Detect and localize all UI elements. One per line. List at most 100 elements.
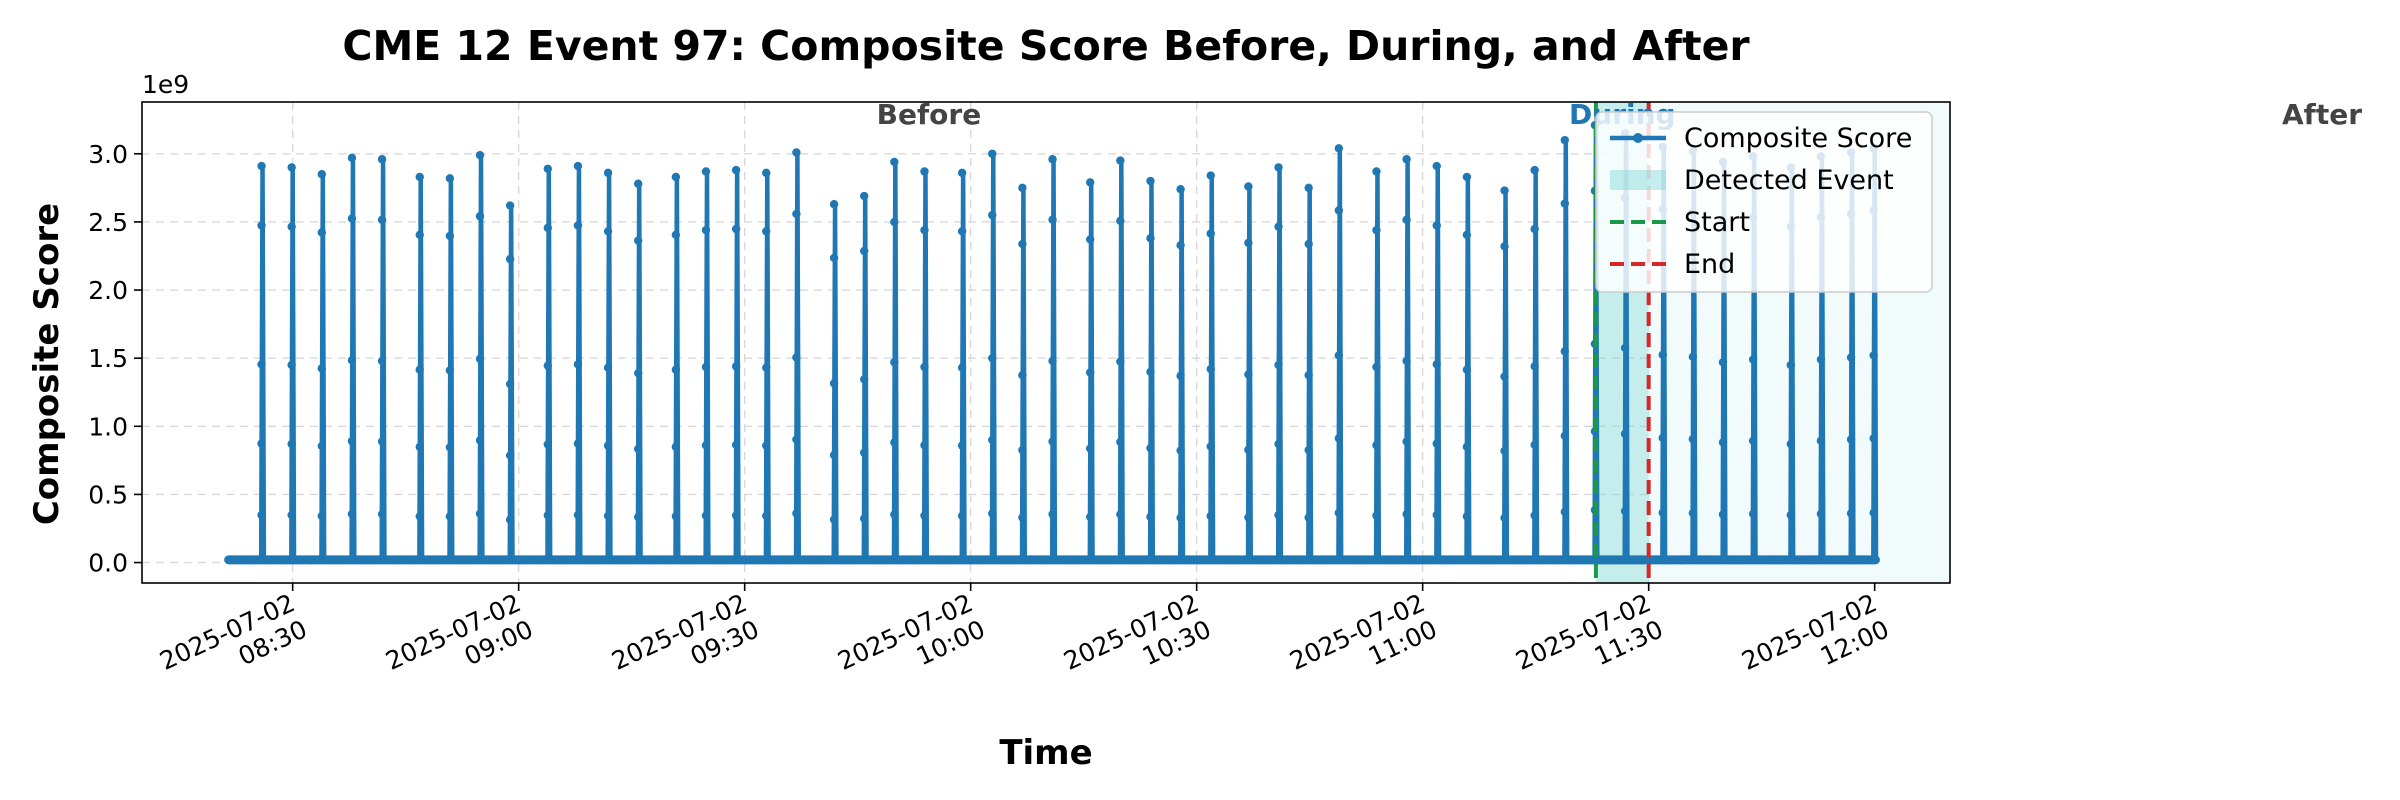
data-point — [1696, 555, 1706, 565]
legend[interactable]: Composite Score Detected Event Start End — [1595, 111, 1933, 293]
data-point — [347, 436, 357, 446]
data-point — [543, 223, 552, 233]
data-point — [475, 509, 485, 518]
data-point — [347, 356, 357, 365]
data-point — [1402, 215, 1411, 224]
data-point — [988, 509, 997, 518]
data-point — [1244, 513, 1253, 522]
data-point — [276, 555, 286, 565]
data-point — [1519, 555, 1529, 565]
data-point — [1462, 230, 1472, 239]
data-point — [1846, 353, 1856, 362]
data-point — [562, 555, 572, 565]
data-point — [792, 353, 801, 362]
data-point — [890, 217, 899, 227]
data-point — [957, 168, 967, 178]
data-point — [1786, 439, 1796, 449]
data-point — [731, 511, 741, 520]
data-point — [445, 512, 455, 521]
data-point — [1323, 555, 1333, 565]
data-point — [505, 451, 515, 460]
data-point — [1146, 367, 1155, 376]
data-point — [1727, 555, 1737, 565]
data-point — [1146, 443, 1155, 453]
data-point — [257, 221, 266, 230]
data-point — [957, 511, 967, 520]
data-point — [818, 555, 828, 565]
data-point — [1869, 508, 1878, 518]
data-point — [1176, 241, 1185, 250]
data-point — [1805, 555, 1815, 565]
data-point — [287, 360, 296, 370]
data-point — [295, 555, 305, 565]
data-point — [1104, 555, 1114, 565]
data-point — [634, 444, 643, 454]
data-point — [1146, 176, 1155, 186]
data-point — [603, 227, 613, 236]
data-point — [1154, 555, 1164, 565]
data-point — [1244, 445, 1253, 454]
data-point — [603, 511, 613, 520]
data-point — [1530, 511, 1539, 520]
data-point — [792, 209, 801, 219]
data-point — [1380, 555, 1390, 565]
data-point — [1816, 436, 1826, 445]
data-point — [1116, 510, 1125, 519]
data-point — [622, 555, 632, 565]
data-point — [377, 509, 387, 519]
data-point — [573, 360, 583, 369]
data-point — [257, 161, 266, 171]
data-point — [1775, 555, 1785, 565]
data-point — [475, 354, 485, 364]
data-point — [1116, 156, 1125, 165]
data-point — [1206, 511, 1215, 521]
data-point — [946, 555, 956, 565]
data-point — [860, 375, 869, 384]
data-point — [1232, 555, 1242, 565]
data-point — [1206, 442, 1215, 451]
data-point — [505, 254, 515, 264]
data-point — [1786, 510, 1796, 520]
data-point — [1206, 171, 1215, 180]
x-axis-label: Time — [999, 733, 1092, 773]
data-point — [1500, 446, 1509, 456]
data-point — [1402, 437, 1411, 446]
data-point — [1786, 360, 1796, 370]
data-point — [603, 363, 613, 372]
data-point — [1048, 356, 1057, 366]
data-point — [1560, 507, 1570, 517]
data-point — [920, 511, 929, 520]
data-point — [898, 555, 908, 565]
data-point — [377, 215, 387, 224]
data-point — [878, 555, 888, 565]
data-point — [265, 555, 275, 565]
data-point — [792, 509, 801, 518]
data-point — [347, 509, 357, 519]
data-point — [1018, 183, 1027, 193]
legend-label: Detected Event — [1684, 165, 1894, 196]
data-point — [347, 153, 357, 163]
data-point — [731, 165, 741, 175]
data-point — [257, 439, 266, 448]
data-point — [1304, 371, 1313, 380]
data-point — [1134, 555, 1144, 565]
data-point — [1116, 357, 1125, 366]
data-point — [1018, 239, 1027, 249]
data-point — [860, 514, 869, 523]
data-point — [957, 441, 967, 450]
data-point — [860, 191, 869, 201]
data-point — [829, 450, 839, 460]
data-point — [464, 555, 474, 565]
data-point — [1018, 513, 1027, 522]
data-point — [1440, 555, 1450, 565]
data-point — [415, 230, 424, 239]
data-point — [306, 555, 316, 565]
data-point — [1026, 555, 1036, 565]
data-point — [445, 366, 455, 375]
data-point — [860, 448, 869, 457]
data-point — [957, 227, 967, 236]
data-point — [671, 230, 681, 239]
